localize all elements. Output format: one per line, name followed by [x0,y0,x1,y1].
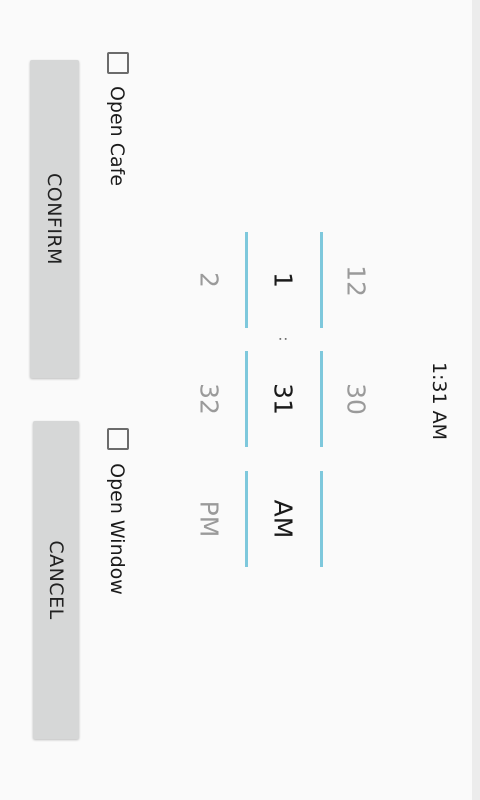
minute-divider-top [320,351,323,447]
screen-edge [472,0,480,800]
hour-divider-top [320,232,323,328]
cancel-button-label[interactable]: CANCEL [45,540,67,620]
cancel-button[interactable]: CANCEL [33,421,79,739]
time-separator: : [275,336,291,342]
open-cafe-checkbox[interactable] [107,52,129,74]
open-cafe-label[interactable]: Open Cafe [106,85,128,187]
minute-divider-bottom [245,351,248,447]
period-next[interactable]: PM [194,500,224,538]
open-window-checkbox[interactable] [107,428,129,450]
confirm-button-label[interactable]: CONFIRM [43,172,65,266]
hour-prev[interactable]: 12 [341,265,371,297]
confirm-button[interactable]: CONFIRM [30,60,79,378]
open-window-label[interactable]: Open Window [106,463,128,595]
time-header: 1:31 AM [428,361,450,441]
minute-selected[interactable]: 31 [268,383,298,415]
period-divider-bottom [245,471,248,567]
hour-next[interactable]: 2 [194,272,224,288]
hour-selected[interactable]: 1 [268,272,298,288]
minute-prev[interactable]: 30 [341,383,371,415]
hour-divider-bottom [245,232,248,328]
period-selected[interactable]: AM [268,499,298,539]
period-divider-top [320,471,323,567]
minute-next[interactable]: 32 [194,383,224,415]
